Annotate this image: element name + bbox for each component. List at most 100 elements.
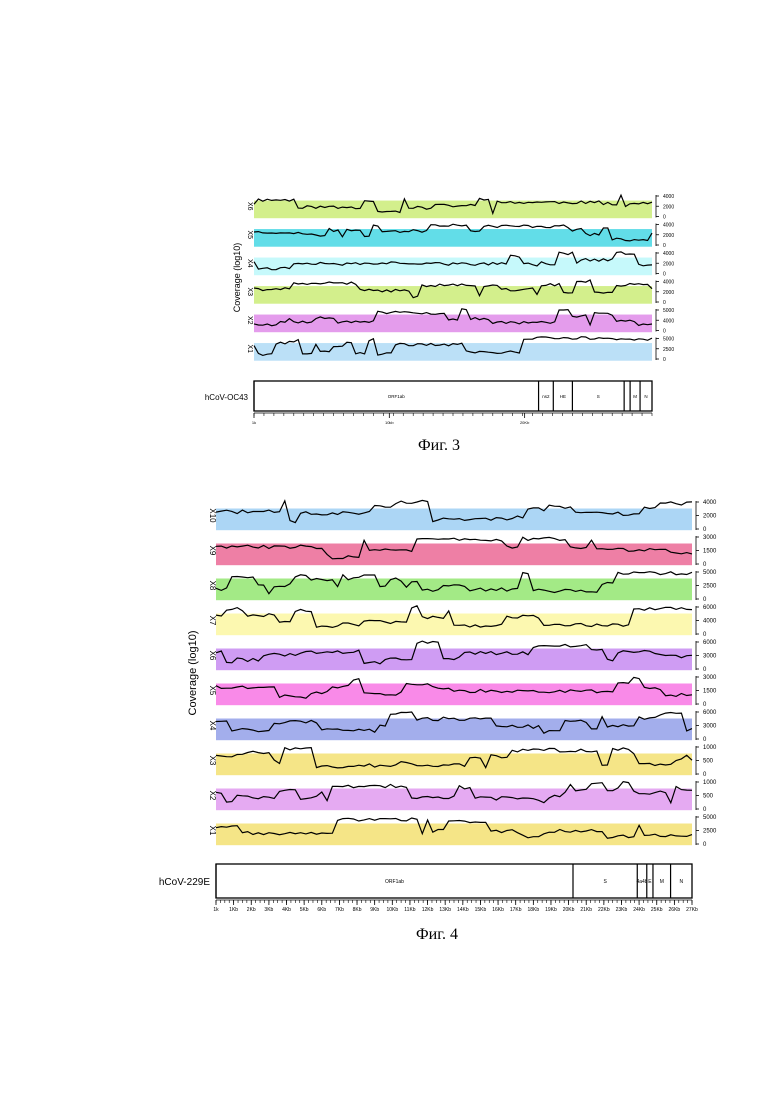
tick-label: 0 [663, 329, 666, 335]
gene-label: 4a4b [636, 879, 647, 885]
tick-label: 2000 [663, 261, 674, 267]
track-band-x8 [216, 579, 692, 601]
tick-label: 4000 [703, 619, 717, 625]
x-tick-label: 24Kb [633, 907, 645, 913]
figure-3-coverage-chart: Coverage (log10)X6400020000X5400020000X4… [0, 180, 780, 435]
track-band-x1 [216, 824, 692, 846]
track-band-x2 [216, 789, 692, 811]
x-tick-label: 8Kb [353, 907, 362, 913]
track-band-x1 [254, 343, 652, 361]
tick-label: 2000 [703, 514, 717, 520]
tick-label: 6000 [703, 710, 717, 716]
x-tick-label: 23Kb [616, 907, 628, 913]
tick-label: 0 [703, 597, 707, 603]
gene-label: S [597, 394, 600, 399]
tick-label: 0 [663, 357, 666, 363]
tick-label: 1500 [703, 549, 717, 555]
tick-label: 0 [703, 772, 707, 778]
track-label-x6: X6 [208, 651, 217, 661]
figure-3-caption: Фиг. 3 [418, 437, 460, 455]
track-band-x3 [254, 286, 652, 304]
tick-label: 0 [663, 300, 666, 306]
track-label-x1: X1 [208, 826, 217, 836]
track-label-x8: X8 [208, 581, 217, 591]
tick-label: 2500 [703, 584, 717, 590]
gene-label: ORF1ab [385, 879, 404, 885]
track-band-x5 [216, 684, 692, 706]
x-tick-label: 1Kb [229, 907, 238, 913]
tick-label: 0 [703, 702, 707, 708]
tick-label: 2000 [663, 233, 674, 239]
tick-label: 4000 [663, 280, 674, 286]
tick-label: 5000 [663, 308, 674, 314]
tick-label: 2000 [663, 204, 674, 210]
tick-label: 5000 [663, 337, 674, 343]
x-tick-label: 21Kb [580, 907, 592, 913]
tick-label: 4000 [663, 318, 674, 324]
genome-map-box [254, 381, 652, 411]
track-label-x6: X6 [246, 202, 253, 211]
x-tick-label: 10kb [385, 420, 394, 425]
x-tick-label: 17Kb [510, 907, 522, 913]
gene-label: N [679, 879, 683, 885]
x-tick-label: 27Kb [686, 907, 698, 913]
figure-4-caption: Фиг. 4 [416, 926, 458, 944]
x-tick-label: 11Kb [404, 907, 416, 913]
tick-label: 0 [663, 272, 666, 278]
gene-label: N [644, 394, 647, 399]
x-tick-label: 6Kb [317, 907, 326, 913]
gene-label: M [633, 394, 637, 399]
tick-label: 500 [703, 759, 714, 765]
x-tick-label: 22Kb [598, 907, 610, 913]
track-label-x1: X1 [246, 344, 253, 353]
y-axis-label: Coverage (log10) [187, 631, 199, 716]
tick-label: 2500 [663, 347, 674, 353]
tick-label: 5000 [703, 570, 717, 576]
gene-label: HE [560, 394, 566, 399]
tick-label: 0 [703, 842, 707, 848]
tick-label: 0 [703, 632, 707, 638]
x-tick-label: 4Kb [282, 907, 291, 913]
track-label-x2: X2 [246, 316, 253, 325]
track-band-x5 [254, 229, 652, 247]
track-label-x9: X9 [208, 546, 217, 556]
tick-label: 4000 [703, 500, 717, 506]
tick-label: 0 [663, 243, 666, 249]
track-label-x10: X10 [208, 508, 217, 523]
tick-label: 0 [663, 215, 666, 221]
x-tick-label: 19Kb [545, 907, 557, 913]
x-tick-label: 1k [252, 420, 256, 425]
track-label-x3: X3 [246, 287, 253, 296]
x-tick-label: 15Kb [475, 907, 487, 913]
x-tick-label: 1k [213, 907, 219, 913]
tick-label: 1000 [703, 745, 717, 751]
figure-4-coverage-chart: Coverage (log10)X10400020000X9300015000X… [0, 492, 780, 922]
tick-label: 500 [703, 794, 714, 800]
x-tick-label: 25Kb [651, 907, 663, 913]
x-tick-label: 14Kb [457, 907, 469, 913]
tick-label: 0 [703, 667, 707, 673]
x-tick-label: 20Kb [520, 420, 530, 425]
x-tick-label: 18Kb [527, 907, 539, 913]
tick-label: 5000 [703, 815, 717, 821]
x-tick-label: 3Kb [264, 907, 273, 913]
x-tick-label: 10Kb [386, 907, 398, 913]
tick-label: 1000 [703, 780, 717, 786]
tick-label: 0 [703, 807, 707, 813]
tick-label: 3000 [703, 654, 717, 660]
x-tick-label: 16Kb [492, 907, 504, 913]
tick-label: 4000 [663, 223, 674, 229]
genome-map-box [216, 864, 692, 898]
tick-label: 0 [703, 527, 707, 533]
tick-label: 4000 [663, 251, 674, 257]
tick-label: 3000 [703, 535, 717, 541]
tick-label: 6000 [703, 640, 717, 646]
y-axis-label: Coverage (log10) [232, 243, 242, 313]
x-tick-label: 20Kb [563, 907, 575, 913]
tick-label: 0 [703, 737, 707, 743]
gene-label: ORF1ab [388, 394, 406, 399]
tick-label: 3000 [703, 675, 717, 681]
track-label-x2: X2 [208, 791, 217, 801]
track-label-x5: X5 [246, 230, 253, 239]
genome-label: hCoV-OC43 [205, 393, 249, 402]
